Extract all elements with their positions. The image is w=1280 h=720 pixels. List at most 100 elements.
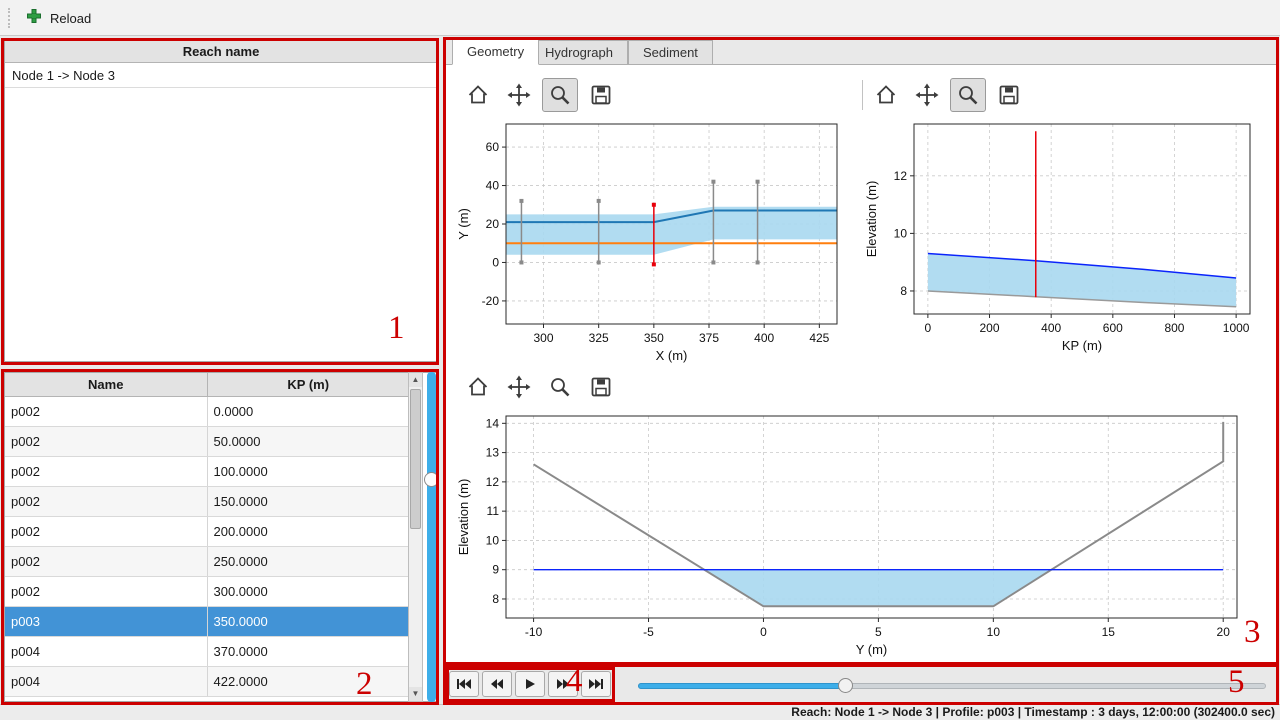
svg-text:60: 60 xyxy=(486,140,500,154)
save-icon[interactable] xyxy=(583,78,619,112)
toolbar-separator xyxy=(862,80,863,110)
svg-text:20: 20 xyxy=(1217,625,1231,639)
reload-icon xyxy=(26,8,42,29)
svg-text:20: 20 xyxy=(486,217,500,231)
svg-text:10: 10 xyxy=(987,625,1001,639)
time-slider-handle[interactable] xyxy=(838,678,854,693)
scrollbar-handle[interactable] xyxy=(410,389,421,529)
svg-text:Y (m): Y (m) xyxy=(856,642,888,657)
status-bar: Reach: Node 1 -> Node 3 | Profile: p003 … xyxy=(0,704,1280,720)
svg-text:KP (m): KP (m) xyxy=(1062,338,1102,353)
plan-view-chart[interactable]: 300 325 350 375 400 425 -20 0 20 40 60 X (m) Y (m) xyxy=(454,116,849,366)
table-row[interactable]: p002 300.0000 xyxy=(5,576,409,607)
table-row[interactable]: p003 350.0000 xyxy=(5,606,409,637)
svg-text:15: 15 xyxy=(1102,625,1116,639)
table-row[interactable]: p002 150.0000 xyxy=(5,486,409,517)
play-icon[interactable] xyxy=(515,671,545,697)
svg-text:0: 0 xyxy=(492,255,499,269)
scrollbar-up-arrow-icon[interactable]: ▲ xyxy=(409,373,422,387)
time-slider-fill xyxy=(638,683,846,689)
svg-text:Elevation (m): Elevation (m) xyxy=(456,479,471,556)
svg-text:800: 800 xyxy=(1164,321,1184,335)
vertical-slider[interactable] xyxy=(424,372,439,702)
svg-text:425: 425 xyxy=(809,331,829,345)
table-row[interactable]: p004 370.0000 xyxy=(5,636,409,667)
svg-text:10: 10 xyxy=(894,226,908,240)
playback-controls xyxy=(449,671,611,697)
svg-text:40: 40 xyxy=(486,179,500,193)
vertical-slider-handle[interactable] xyxy=(424,472,439,487)
table-row[interactable]: p002 250.0000 xyxy=(5,546,409,577)
table-scrollbar[interactable]: ▲ ▼ xyxy=(408,372,423,702)
scrollbar-down-arrow-icon[interactable]: ▼ xyxy=(409,687,422,701)
svg-text:Elevation (m): Elevation (m) xyxy=(864,181,879,258)
rewind-icon[interactable] xyxy=(482,671,512,697)
save-icon[interactable] xyxy=(583,370,619,404)
svg-text:14: 14 xyxy=(486,416,500,430)
time-slider[interactable] xyxy=(638,678,1266,693)
column-header-kp[interactable]: KP (m) xyxy=(207,373,409,397)
svg-text:-20: -20 xyxy=(482,294,500,308)
reach-list: Node 1 -> Node 3 xyxy=(5,63,437,88)
table-row[interactable]: p002 50.0000 xyxy=(5,426,409,457)
reach-list-panel: Reach name Node 1 -> Node 3 xyxy=(4,40,438,362)
profile-table: Name KP (m) p002 0.0000 p002 50.0000 p002 100… xyxy=(5,373,409,697)
reload-button[interactable]: Reload xyxy=(18,4,99,32)
pan-icon[interactable] xyxy=(501,78,537,112)
zoom-icon[interactable] xyxy=(950,78,986,112)
svg-text:-10: -10 xyxy=(525,625,543,639)
table-row[interactable]: p002 200.0000 xyxy=(5,516,409,547)
svg-text:5: 5 xyxy=(875,625,882,639)
svg-text:0: 0 xyxy=(760,625,767,639)
home-icon[interactable] xyxy=(460,370,496,404)
skip-to-end-icon[interactable] xyxy=(581,671,611,697)
pan-icon[interactable] xyxy=(909,78,945,112)
tab-geometry[interactable]: Geometry xyxy=(452,38,540,65)
home-icon[interactable] xyxy=(460,78,496,112)
cross-section-chart[interactable]: -10 -5 0 5 10 15 20 8 9 10 11 12 13 14 Y (m) Elevation … xyxy=(454,408,1249,660)
save-icon[interactable] xyxy=(991,78,1027,112)
svg-text:11: 11 xyxy=(487,504,500,518)
svg-text:9: 9 xyxy=(492,563,499,577)
svg-text:-5: -5 xyxy=(643,625,654,639)
long-profile-chart[interactable]: 0 200 400 600 800 1000 8 10 12 KP (m) Elevation (m… xyxy=(862,116,1262,356)
svg-text:8: 8 xyxy=(492,592,499,606)
svg-text:350: 350 xyxy=(644,331,664,345)
table-row[interactable]: p002 100.0000 xyxy=(5,456,409,487)
plan-plot-toolbar xyxy=(460,78,619,112)
reach-list-header: Reach name xyxy=(5,41,437,63)
profile-table-panel: Name KP (m) p002 0.0000 p002 50.0000 p002 100… xyxy=(4,372,438,702)
svg-text:Y (m): Y (m) xyxy=(456,208,471,240)
reach-list-item[interactable]: Node 1 -> Node 3 xyxy=(5,63,437,88)
svg-text:0: 0 xyxy=(925,321,932,335)
zoom-icon[interactable] xyxy=(542,78,578,112)
skip-to-start-icon[interactable] xyxy=(449,671,479,697)
cross-section-plot-toolbar xyxy=(460,370,619,404)
tab-hydrograph[interactable]: Hydrograph xyxy=(530,40,628,65)
svg-text:12: 12 xyxy=(894,169,908,183)
svg-text:1000: 1000 xyxy=(1223,321,1250,335)
column-header-name[interactable]: Name xyxy=(5,373,208,397)
table-row[interactable]: p004 422.0000 xyxy=(5,666,409,697)
svg-text:375: 375 xyxy=(699,331,719,345)
svg-text:10: 10 xyxy=(486,533,500,547)
table-row[interactable]: p002 0.0000 xyxy=(5,396,409,427)
svg-text:325: 325 xyxy=(589,331,609,345)
svg-text:300: 300 xyxy=(533,331,553,345)
profile-plot-toolbar xyxy=(868,78,1027,112)
fast-forward-icon[interactable] xyxy=(548,671,578,697)
svg-text:400: 400 xyxy=(1041,321,1061,335)
svg-text:600: 600 xyxy=(1103,321,1123,335)
svg-text:12: 12 xyxy=(486,475,500,489)
zoom-icon[interactable] xyxy=(542,370,578,404)
svg-text:8: 8 xyxy=(900,284,907,298)
home-icon[interactable] xyxy=(868,78,904,112)
profile-table-body: p002 0.0000 p002 50.0000 p002 100.0000 p002 150… xyxy=(5,396,409,697)
svg-text:400: 400 xyxy=(754,331,774,345)
toolbar-drag-handle[interactable] xyxy=(8,8,11,28)
pan-icon[interactable] xyxy=(501,370,537,404)
reload-label: Reload xyxy=(50,10,92,26)
top-toolbar: Reload xyxy=(0,0,1280,36)
svg-text:200: 200 xyxy=(980,321,1000,335)
tab-sediment[interactable]: Sediment xyxy=(628,40,713,65)
